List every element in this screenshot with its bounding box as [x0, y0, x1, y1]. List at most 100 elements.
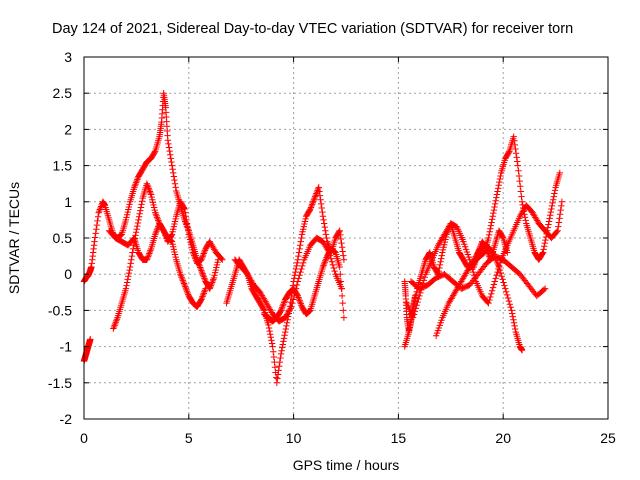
- data-point: [496, 175, 504, 183]
- data-point: [512, 145, 519, 153]
- data-point: [295, 294, 302, 301]
- data-point: [436, 261, 444, 269]
- data-point: [483, 247, 491, 254]
- data-point: [94, 213, 102, 220]
- data-point: [511, 141, 519, 149]
- data-point: [331, 267, 338, 275]
- data-point: [201, 288, 208, 295]
- data-point: [517, 188, 525, 195]
- data-point: [288, 303, 295, 310]
- data-point: [276, 363, 283, 370]
- data-point: [296, 242, 304, 249]
- data-point: [198, 296, 205, 303]
- series-track-c: [105, 198, 226, 267]
- data-point: [340, 256, 348, 263]
- data-point: [551, 190, 558, 197]
- data-point: [540, 246, 547, 253]
- data-point: [138, 201, 145, 208]
- data-point: [485, 231, 493, 239]
- data-point: [496, 266, 504, 274]
- data-point: [539, 250, 546, 257]
- data-point: [327, 255, 335, 262]
- data-point: [137, 207, 144, 214]
- data-point: [548, 205, 555, 213]
- data-point: [298, 265, 305, 273]
- data-point: [336, 263, 343, 271]
- data-point: [165, 144, 173, 151]
- data-point: [179, 277, 187, 284]
- y-tick-label: 0: [64, 266, 72, 282]
- data-point: [132, 229, 140, 236]
- data-point: [511, 137, 518, 144]
- data-point: [122, 285, 130, 292]
- data-point: [308, 202, 315, 210]
- data-point: [320, 260, 328, 268]
- data-point: [493, 191, 501, 198]
- data-point: [437, 258, 444, 265]
- data-point: [153, 214, 161, 221]
- data-point: [296, 272, 303, 279]
- data-point: [271, 358, 278, 366]
- data-point: [162, 232, 169, 239]
- data-point: [493, 272, 500, 279]
- data-point: [279, 304, 286, 311]
- data-point: [548, 202, 556, 210]
- series-track-g: [261, 245, 348, 325]
- data-point: [322, 227, 329, 234]
- data-point: [541, 239, 549, 247]
- data-point: [506, 300, 513, 308]
- series-track-e: [223, 184, 348, 386]
- data-point: [499, 276, 506, 283]
- data-point: [292, 265, 300, 273]
- data-point: [111, 320, 119, 328]
- data-point: [320, 216, 327, 224]
- data-point: [146, 186, 153, 194]
- data-point: [178, 274, 185, 281]
- chart-title: Day 124 of 2021, Sidereal Day-to-day VTE…: [52, 21, 573, 37]
- data-point: [110, 325, 117, 332]
- x-tick-label: 20: [495, 430, 511, 446]
- data-point: [337, 235, 345, 243]
- data-point: [340, 252, 347, 259]
- data-point: [181, 205, 188, 213]
- data-point: [340, 307, 347, 314]
- data-point: [338, 285, 345, 292]
- data-point: [92, 230, 99, 237]
- data-point: [328, 258, 336, 265]
- data-point: [436, 264, 443, 272]
- data-point: [293, 281, 301, 289]
- data-point: [509, 313, 516, 320]
- x-tick-label: 10: [286, 430, 302, 446]
- data-point: [278, 305, 285, 313]
- series-track-l: [401, 278, 419, 336]
- data-point: [500, 279, 507, 286]
- data-point: [129, 245, 137, 253]
- data-point: [199, 253, 206, 260]
- data-point: [210, 276, 217, 283]
- data-point: [316, 188, 323, 195]
- data-point: [518, 347, 526, 354]
- data-point: [502, 288, 510, 295]
- data-point: [294, 256, 301, 263]
- data-point: [294, 292, 301, 300]
- data-point: [505, 297, 513, 305]
- data-point: [517, 183, 524, 190]
- data-point: [336, 227, 343, 234]
- y-tick-label: -0.5: [48, 302, 72, 318]
- data-point: [145, 251, 152, 259]
- data-point: [515, 172, 523, 180]
- data-point: [510, 319, 518, 327]
- data-point: [87, 336, 94, 343]
- data-point: [131, 184, 138, 191]
- data-point: [497, 269, 505, 277]
- data-point: [133, 226, 140, 233]
- data-point: [152, 209, 159, 216]
- y-tick-label: 0.5: [53, 230, 73, 246]
- data-point: [279, 344, 286, 351]
- data-point: [492, 197, 499, 204]
- data-point: [322, 256, 330, 263]
- data-point: [498, 273, 505, 280]
- data-point: [277, 350, 285, 358]
- data-point: [161, 229, 168, 236]
